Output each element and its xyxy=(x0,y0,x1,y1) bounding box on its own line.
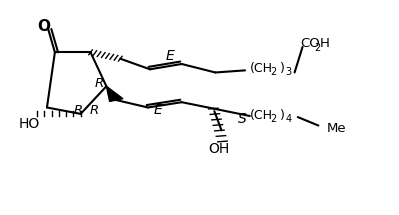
Text: 2: 2 xyxy=(270,114,277,124)
Text: 2: 2 xyxy=(270,67,277,77)
Text: (CH: (CH xyxy=(249,109,273,122)
Text: ): ) xyxy=(280,62,285,75)
Text: CO: CO xyxy=(300,37,320,50)
Text: E: E xyxy=(166,49,174,63)
Text: O: O xyxy=(37,19,50,34)
Text: 4: 4 xyxy=(285,114,291,124)
Text: Me: Me xyxy=(327,122,347,135)
Text: H: H xyxy=(320,37,330,50)
Text: ): ) xyxy=(280,109,285,123)
Text: R: R xyxy=(73,104,83,117)
Text: R: R xyxy=(95,77,104,90)
Text: E: E xyxy=(154,103,162,117)
Text: (CH: (CH xyxy=(249,62,273,75)
Polygon shape xyxy=(107,86,123,101)
Text: 2: 2 xyxy=(314,43,320,53)
Text: R: R xyxy=(90,104,99,117)
Text: HO: HO xyxy=(18,117,40,132)
Text: OH: OH xyxy=(209,142,230,156)
Text: 3: 3 xyxy=(285,67,291,77)
Text: S: S xyxy=(237,112,246,126)
